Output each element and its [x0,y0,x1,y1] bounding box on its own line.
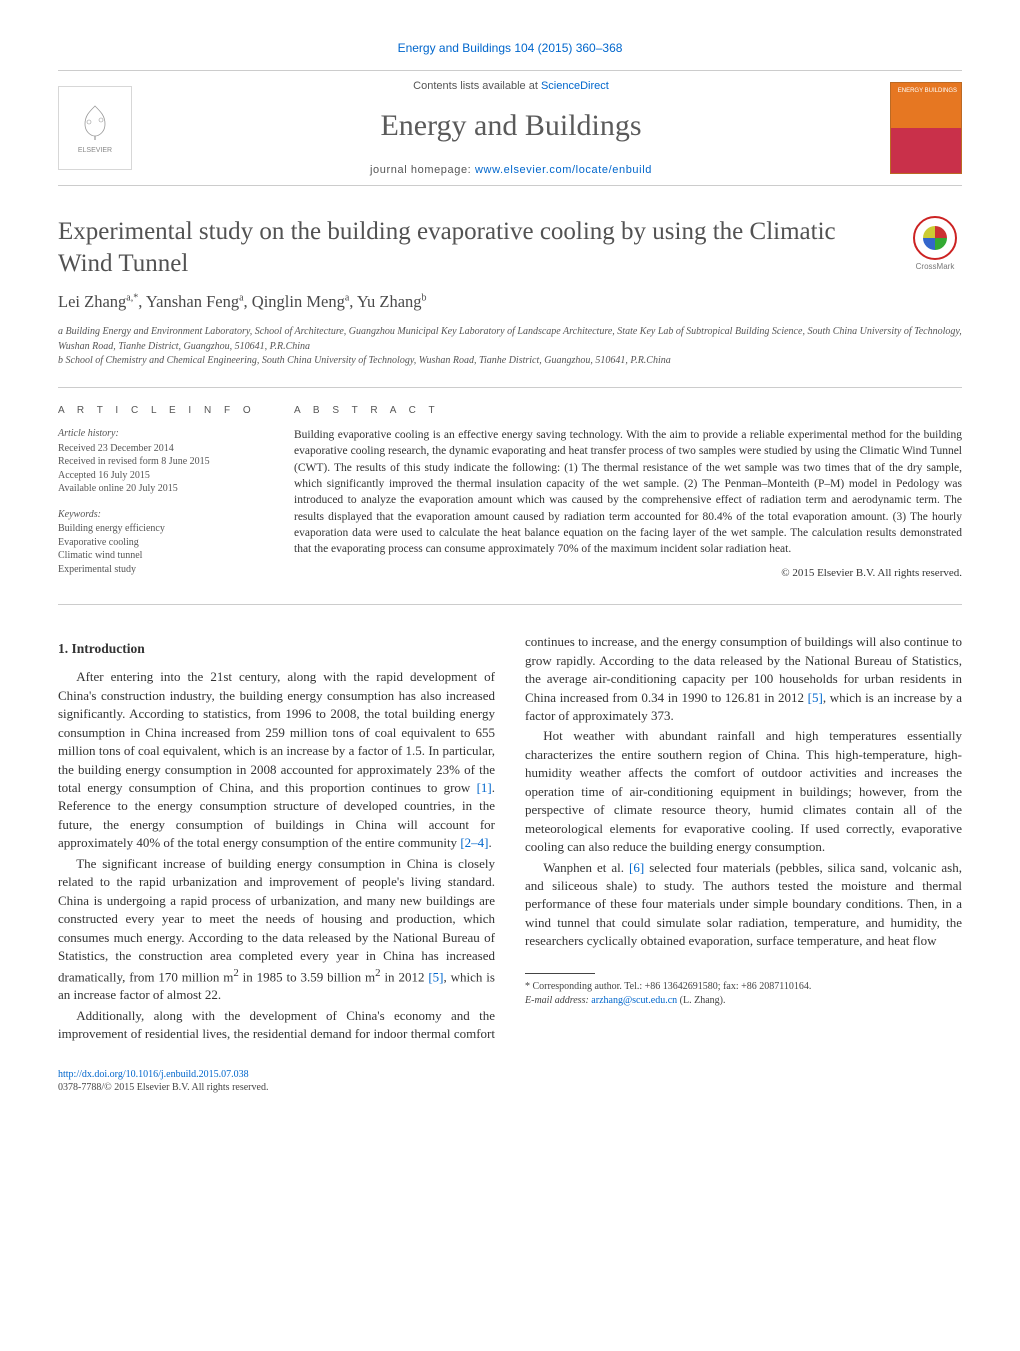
article-title: Experimental study on the building evapo… [58,216,890,279]
article-meta-row: A R T I C L E I N F O Article history: R… [58,387,962,606]
corresponding-email-link[interactable]: arzhang@scut.edu.cn [591,995,677,1006]
authors-line: Lei Zhanga,*, Yanshan Fenga, Qinglin Men… [58,291,962,313]
keyword: Experimental study [58,563,264,577]
history-line: Available online 20 July 2015 [58,482,264,496]
journal-header: ELSEVIER Contents lists available at Sci… [58,70,962,186]
article-history-label: Article history: [58,427,264,441]
body-paragraph: Wanphen et al. [6] selected four materia… [525,859,962,951]
email-owner: (L. Zhang). [677,995,725,1006]
body-paragraph: After entering into the 21st century, al… [58,668,495,853]
keywords-label: Keywords: [58,508,264,522]
abstract-column: A B S T R A C T Building evaporative coo… [294,404,962,589]
footnotes: * Corresponding author. Tel.: +86 136426… [525,980,962,1008]
publisher-name: ELSEVIER [78,146,112,155]
history-line: Accepted 16 July 2015 [58,469,264,483]
abstract-copyright: © 2015 Elsevier B.V. All rights reserved… [294,566,962,581]
journal-homepage-line: journal homepage: www.elsevier.com/locat… [144,163,878,178]
article-info-heading: A R T I C L E I N F O [58,404,264,418]
affiliation: b School of Chemistry and Chemical Engin… [58,354,962,369]
crossmark-label: CrossMark [916,262,955,271]
section-title: Introduction [72,641,145,656]
journal-homepage-link[interactable]: www.elsevier.com/locate/enbuild [475,164,652,176]
contents-prefix: Contents lists available at [413,80,541,92]
abstract-heading: A B S T R A C T [294,404,962,418]
article-info-column: A R T I C L E I N F O Article history: R… [58,404,264,589]
sciencedirect-link[interactable]: ScienceDirect [541,80,609,92]
affiliations: a Building Energy and Environment Labora… [58,325,962,369]
contents-available-line: Contents lists available at ScienceDirec… [144,79,878,94]
header-center: Contents lists available at ScienceDirec… [144,79,878,177]
body-paragraph: Hot weather with abundant rainfall and h… [525,727,962,856]
email-line: E-mail address: arzhang@scut.edu.cn (L. … [525,994,962,1008]
abstract-text: Building evaporative cooling is an effec… [294,427,962,558]
keyword: Climatic wind tunnel [58,549,264,563]
corresponding-author-note: * Corresponding author. Tel.: +86 136426… [525,980,962,994]
history-line: Received 23 December 2014 [58,442,264,456]
journal-name: Energy and Buildings [144,106,878,147]
footnote-separator [525,973,595,974]
email-label: E-mail address: [525,995,591,1006]
page-footer: http://dx.doi.org/10.1016/j.enbuild.2015… [58,1068,962,1095]
body-paragraph: The significant increase of building ene… [58,855,495,1005]
keyword: Building energy efficiency [58,522,264,536]
crossmark-widget[interactable]: CrossMark [908,216,962,273]
journal-cover-thumbnail: ENERGY BUILDINGS [890,82,962,174]
section-heading: 1. Introduction [58,639,495,658]
keyword: Evaporative cooling [58,536,264,550]
article-body: 1. Introduction After entering into the … [58,633,962,1044]
doi-link[interactable]: http://dx.doi.org/10.1016/j.enbuild.2015… [58,1069,249,1080]
elsevier-tree-icon [75,102,115,142]
citation-line: Energy and Buildings 104 (2015) 360–368 [58,40,962,56]
history-line: Received in revised form 8 June 2015 [58,455,264,469]
affiliation: a Building Energy and Environment Labora… [58,325,962,354]
issn-copyright-line: 0378-7788/© 2015 Elsevier B.V. All right… [58,1081,962,1095]
homepage-prefix: journal homepage: [370,164,475,176]
publisher-logo: ELSEVIER [58,86,132,170]
section-number: 1. [58,641,68,656]
crossmark-icon [913,216,957,260]
